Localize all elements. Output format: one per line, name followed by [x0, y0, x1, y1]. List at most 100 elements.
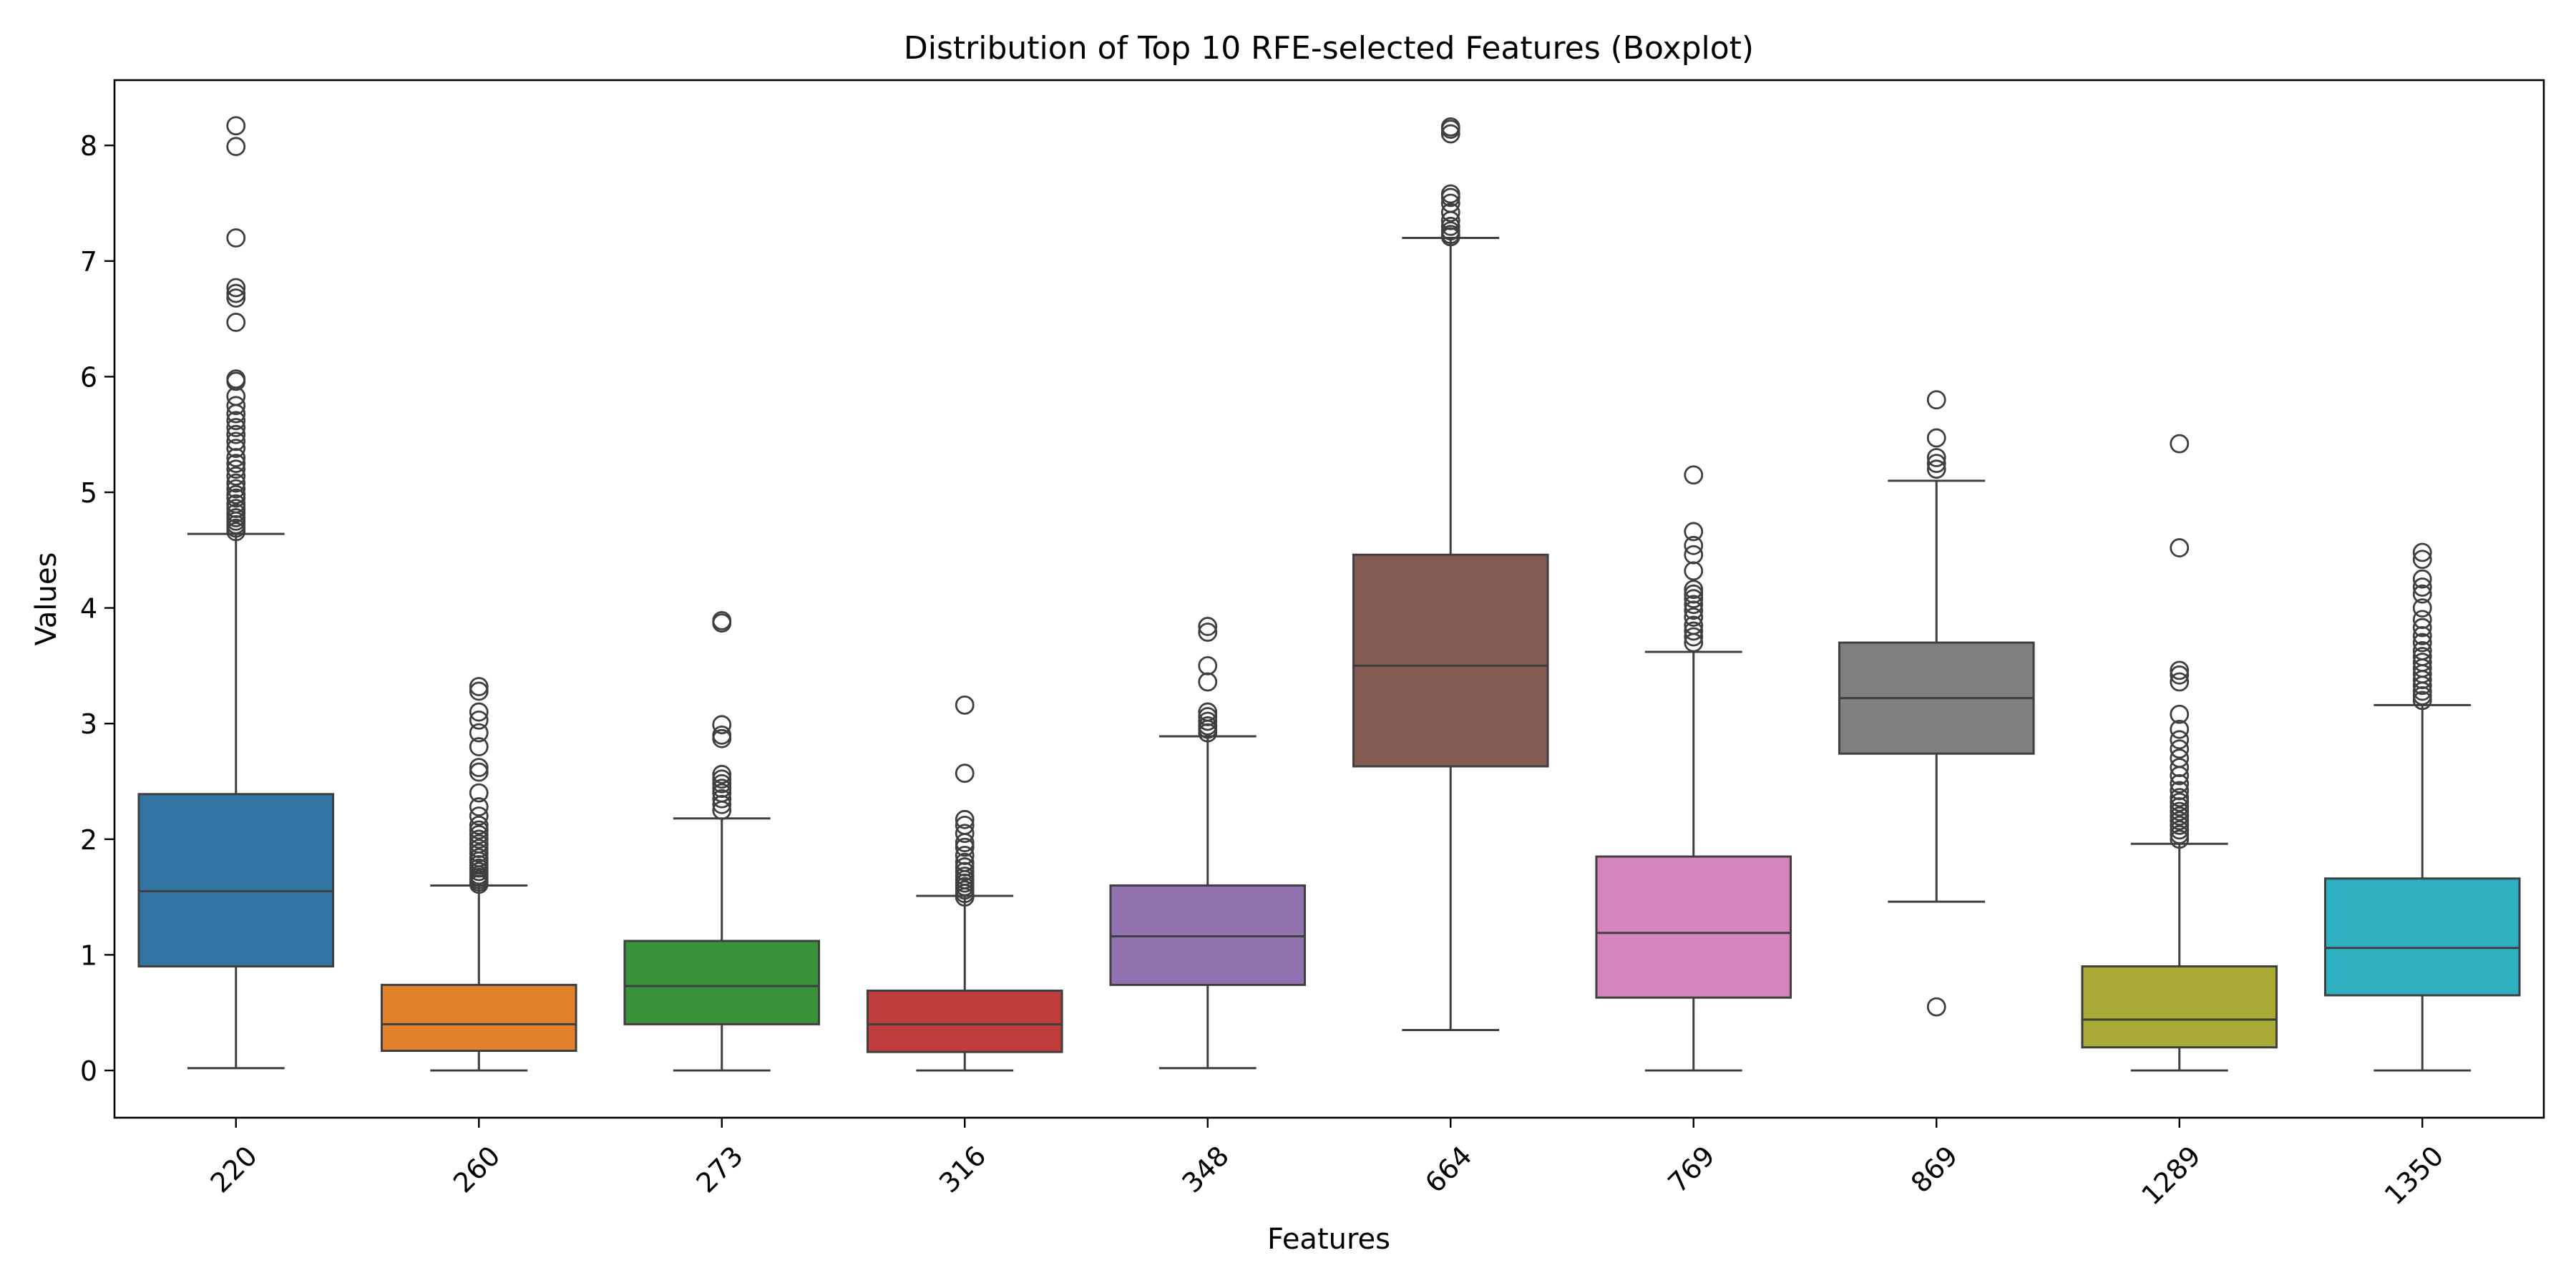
outlier-point	[2170, 806, 2190, 826]
outlier-point	[226, 459, 246, 479]
outlier-point	[2170, 792, 2190, 812]
outlier-point	[1198, 716, 1218, 736]
box-group-664	[1352, 117, 1549, 1031]
outlier-point	[2412, 633, 2432, 653]
plot-frame	[113, 79, 2545, 1119]
outlier-point	[955, 846, 975, 865]
outlier-point	[1684, 535, 1704, 555]
outlier-point	[1198, 623, 1218, 642]
outlier-point	[469, 737, 489, 756]
outlier-point	[712, 774, 732, 794]
outlier-point	[226, 418, 246, 437]
outlier-point	[2170, 538, 2190, 557]
outlier-point	[2170, 824, 2190, 844]
outlier-point	[469, 834, 489, 854]
y-axis-label: Values	[30, 552, 63, 646]
outlier-point	[469, 820, 489, 840]
outlier-point	[226, 137, 246, 157]
outlier-point	[712, 715, 732, 735]
y-tick-label: 2	[80, 824, 97, 856]
chart-title: Distribution of Top 10 RFE-selected Feat…	[904, 30, 1754, 67]
outlier-point	[469, 723, 489, 743]
box-group-260	[380, 677, 577, 1072]
outlier-point	[1198, 707, 1218, 726]
outlier-point	[712, 610, 732, 630]
outlier-point	[1440, 184, 1460, 204]
outlier-point	[2170, 829, 2190, 849]
box-iqr	[137, 793, 335, 968]
outlier-point	[2412, 550, 2432, 570]
outlier-point	[469, 681, 489, 701]
outlier-point	[1440, 193, 1460, 213]
box-group-769	[1595, 465, 1792, 1072]
box-iqr	[380, 983, 577, 1053]
outlier-point	[226, 288, 246, 308]
outlier-point	[469, 783, 489, 803]
outlier-point	[226, 479, 246, 499]
outlier-point	[955, 852, 975, 872]
outlier-point	[1440, 117, 1460, 137]
y-tick-label: 0	[80, 1055, 97, 1087]
outlier-point	[2170, 801, 2190, 821]
outlier-point	[1684, 580, 1704, 600]
outlier-point	[2170, 704, 2190, 724]
box-group-1289	[2081, 434, 2278, 1072]
outlier-point	[1926, 428, 1946, 448]
outlier-point	[1684, 584, 1704, 604]
box-iqr	[1595, 855, 1792, 999]
outlier-point	[226, 508, 246, 527]
outlier-point	[2170, 748, 2190, 769]
outlier-point	[2170, 672, 2190, 692]
outlier-point	[469, 758, 489, 778]
outlier-point	[2412, 610, 2432, 630]
outlier-point	[226, 283, 246, 303]
outlier-point	[226, 499, 246, 519]
outlier-point	[2412, 640, 2432, 660]
outlier-point	[1198, 711, 1218, 731]
outlier-point	[712, 779, 732, 799]
outlier-point	[469, 702, 489, 722]
outlier-point	[226, 313, 246, 332]
box-iqr	[2323, 877, 2521, 997]
outlier-point	[226, 431, 246, 452]
y-tick-label: 7	[80, 246, 97, 278]
y-tick-label: 8	[80, 130, 97, 162]
box-group-220	[137, 116, 335, 1070]
outlier-point	[2170, 788, 2190, 808]
outlier-point	[1684, 545, 1704, 565]
outlier-point	[2170, 781, 2190, 801]
outlier-point	[226, 454, 246, 473]
outlier-point	[226, 424, 246, 444]
outlier-point	[2412, 691, 2432, 711]
outlier-point	[2170, 665, 2190, 685]
outlier-point	[226, 503, 246, 523]
outlier-point	[955, 763, 975, 784]
outlier-point	[469, 816, 489, 835]
box-iqr	[2081, 965, 2278, 1049]
y-tick-label: 5	[80, 477, 97, 509]
x-axis-label: Features	[1267, 1223, 1390, 1256]
outlier-point	[2170, 730, 2190, 750]
outlier-point	[2170, 811, 2190, 831]
outlier-point	[469, 839, 489, 859]
outlier-point	[2412, 647, 2432, 666]
outlier-point	[1684, 627, 1704, 647]
outlier-point	[712, 783, 732, 803]
outlier-point	[1684, 615, 1704, 635]
outlier-point	[2170, 820, 2190, 840]
outlier-point	[1198, 617, 1218, 636]
y-tick-label: 6	[80, 361, 97, 393]
outlier-point	[469, 843, 489, 863]
outlier-point	[226, 473, 246, 493]
outlier-point	[955, 816, 975, 835]
outlier-point	[1926, 448, 1946, 467]
outlier-point	[226, 494, 246, 514]
outlier-point	[1926, 459, 1946, 479]
outlier-point	[712, 769, 732, 789]
outlier-point	[712, 789, 732, 809]
outlier-point	[226, 411, 246, 431]
outlier-point	[2412, 569, 2432, 589]
outlier-point	[1926, 390, 1946, 410]
y-tick-label: 4	[80, 593, 97, 625]
outlier-point	[2412, 598, 2432, 618]
